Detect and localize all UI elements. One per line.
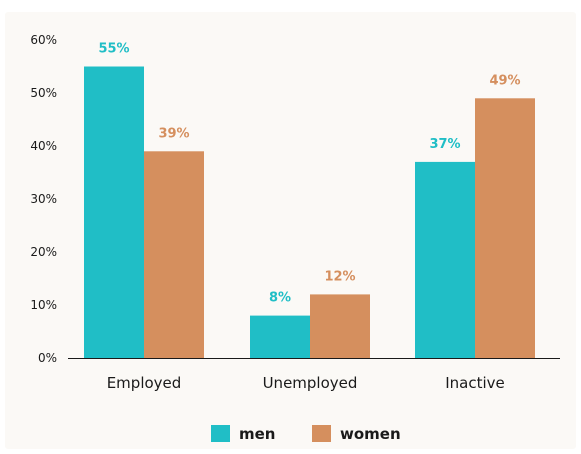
y-tick-label: 20%: [30, 245, 57, 259]
legend: men women: [211, 425, 401, 443]
x-category-label: Inactive: [445, 374, 505, 392]
bar-women-unemployed: [310, 294, 370, 358]
bar-women-employed: [144, 151, 204, 358]
legend-swatch-women: [312, 425, 331, 442]
x-axis: Employed Unemployed Inactive: [107, 374, 505, 392]
bars: [84, 66, 535, 359]
bar-men-unemployed: [250, 315, 310, 358]
bar-men-inactive: [415, 161, 475, 358]
y-tick-label: 30%: [30, 192, 57, 206]
legend-swatch-men: [211, 425, 230, 442]
y-tick-label: 40%: [30, 139, 57, 153]
data-label: 39%: [158, 126, 189, 141]
y-tick-label: 0%: [38, 351, 57, 365]
y-tick-label: 50%: [30, 86, 57, 100]
data-label: 55%: [98, 42, 129, 57]
data-label: 8%: [269, 291, 291, 306]
data-label: 12%: [324, 269, 355, 284]
x-category-label: Employed: [107, 374, 182, 392]
y-tick-label: 10%: [30, 298, 57, 312]
legend-label-women: women: [340, 425, 401, 443]
data-label: 49%: [489, 73, 520, 88]
data-label: 37%: [429, 137, 460, 152]
y-axis: 0% 10% 20% 30% 40% 50% 60%: [30, 33, 57, 365]
bar-women-inactive: [475, 98, 535, 359]
legend-label-men: men: [239, 425, 275, 443]
data-labels: 55% 39% 8% 12% 37% 49%: [98, 42, 520, 306]
y-tick-label: 60%: [30, 33, 57, 47]
x-category-label: Unemployed: [263, 374, 358, 392]
bar-men-employed: [84, 66, 144, 358]
